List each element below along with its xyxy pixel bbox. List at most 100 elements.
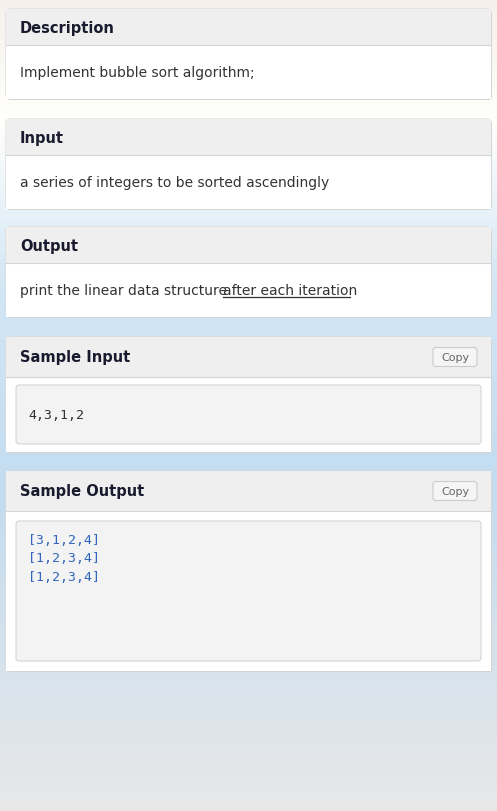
Bar: [0, 616, 497, 624]
Bar: [0, 235, 497, 243]
Bar: [0, 292, 497, 300]
FancyBboxPatch shape: [16, 521, 481, 661]
Bar: [0, 357, 497, 365]
Text: Description: Description: [20, 20, 115, 36]
FancyBboxPatch shape: [7, 338, 492, 453]
Bar: [0, 422, 497, 430]
Bar: [0, 689, 497, 697]
Bar: [0, 454, 497, 462]
Bar: [0, 803, 497, 811]
Bar: [0, 203, 497, 211]
Bar: [0, 430, 497, 438]
Bar: [0, 365, 497, 373]
Bar: [0, 519, 497, 527]
Bar: [0, 560, 497, 568]
Bar: [0, 41, 497, 49]
Bar: [0, 0, 497, 8]
Bar: [0, 592, 497, 600]
Bar: [0, 178, 497, 187]
Bar: [0, 397, 497, 406]
Bar: [0, 341, 497, 349]
Bar: [0, 576, 497, 584]
Bar: [0, 511, 497, 519]
Text: a series of integers to be sorted ascendingly: a series of integers to be sorted ascend…: [20, 176, 329, 190]
Bar: [0, 503, 497, 511]
Bar: [0, 543, 497, 551]
Bar: [0, 706, 497, 714]
Bar: [0, 16, 497, 24]
Text: Copy: Copy: [441, 353, 469, 363]
Bar: [6, 512, 491, 672]
Bar: [0, 219, 497, 227]
Bar: [0, 600, 497, 608]
FancyBboxPatch shape: [7, 229, 492, 319]
Bar: [0, 649, 497, 657]
Bar: [0, 73, 497, 81]
Bar: [0, 105, 497, 114]
Bar: [0, 284, 497, 292]
Bar: [0, 633, 497, 641]
Bar: [0, 373, 497, 381]
Bar: [0, 657, 497, 665]
Bar: [0, 333, 497, 341]
Bar: [0, 535, 497, 543]
Bar: [0, 114, 497, 122]
Bar: [0, 641, 497, 649]
Bar: [0, 438, 497, 446]
Bar: [0, 738, 497, 746]
Bar: [0, 162, 497, 170]
Bar: [0, 195, 497, 203]
Bar: [0, 551, 497, 560]
Text: after each iteration: after each iteration: [223, 284, 357, 298]
Bar: [0, 389, 497, 397]
Bar: [0, 243, 497, 251]
Bar: [0, 130, 497, 138]
Bar: [0, 381, 497, 389]
Bar: [0, 170, 497, 178]
Bar: [0, 406, 497, 414]
Bar: [0, 300, 497, 308]
Bar: [6, 264, 491, 318]
Bar: [6, 10, 491, 46]
Text: Implement bubble sort algorithm;: Implement bubble sort algorithm;: [20, 66, 254, 80]
Bar: [0, 697, 497, 706]
Bar: [0, 730, 497, 738]
Bar: [0, 24, 497, 32]
Bar: [0, 8, 497, 16]
Bar: [0, 624, 497, 633]
Bar: [0, 681, 497, 689]
Bar: [0, 608, 497, 616]
Bar: [0, 251, 497, 260]
Bar: [0, 146, 497, 154]
Bar: [0, 89, 497, 97]
Bar: [0, 97, 497, 105]
Bar: [0, 770, 497, 779]
Bar: [6, 156, 491, 210]
FancyBboxPatch shape: [6, 471, 491, 672]
Bar: [0, 487, 497, 495]
Bar: [0, 57, 497, 65]
Bar: [0, 187, 497, 195]
Bar: [0, 787, 497, 795]
Bar: [0, 308, 497, 316]
Bar: [0, 446, 497, 454]
Bar: [0, 478, 497, 487]
Bar: [0, 568, 497, 576]
Bar: [6, 337, 491, 378]
Bar: [0, 227, 497, 235]
Bar: [6, 378, 491, 453]
Bar: [0, 122, 497, 130]
Bar: [0, 754, 497, 762]
FancyBboxPatch shape: [433, 348, 477, 367]
Text: Output: Output: [20, 238, 78, 253]
Bar: [0, 65, 497, 73]
Bar: [0, 32, 497, 41]
Text: Input: Input: [20, 131, 64, 145]
Bar: [0, 779, 497, 787]
Bar: [0, 211, 497, 219]
Text: [3,1,2,4]: [3,1,2,4]: [28, 533, 100, 546]
Bar: [0, 714, 497, 722]
FancyBboxPatch shape: [7, 121, 492, 211]
Bar: [0, 584, 497, 592]
Bar: [0, 414, 497, 422]
